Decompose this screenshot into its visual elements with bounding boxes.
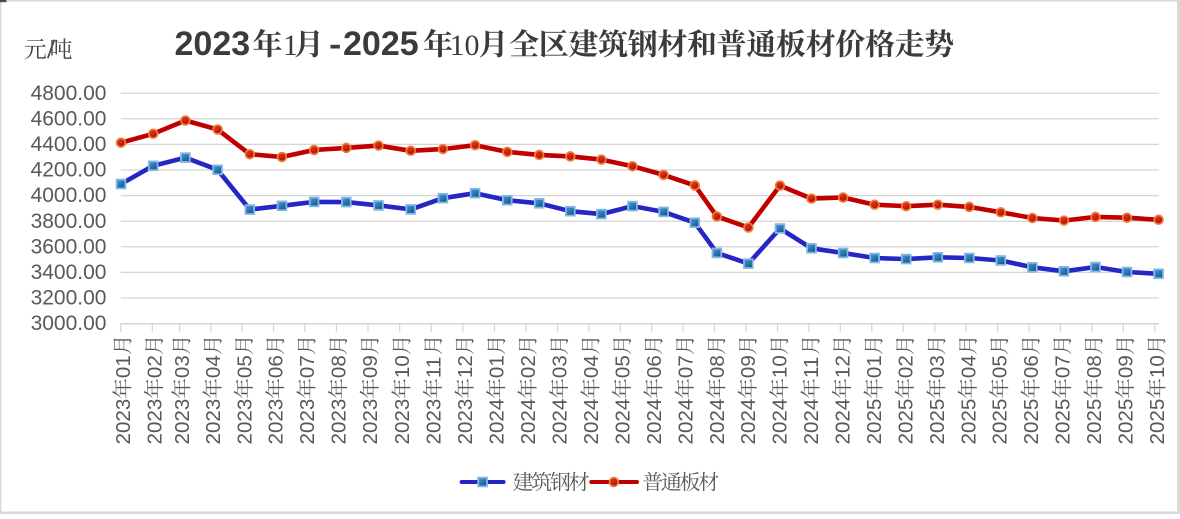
svg-text:07: 07 bbox=[674, 355, 697, 378]
svg-text:1: 1 bbox=[283, 29, 298, 62]
svg-text:2023: 2023 bbox=[112, 399, 135, 445]
svg-text:01: 01 bbox=[863, 355, 886, 378]
svg-text:2025: 2025 bbox=[1115, 399, 1138, 445]
svg-text:2024: 2024 bbox=[832, 399, 855, 445]
svg-text:07: 07 bbox=[1052, 355, 1075, 378]
svg-text:2024: 2024 bbox=[612, 399, 635, 445]
svg-text:2023: 2023 bbox=[265, 399, 288, 445]
svg-text:09: 09 bbox=[737, 355, 760, 378]
svg-text:3200.00: 3200.00 bbox=[31, 287, 107, 310]
svg-text:04: 04 bbox=[580, 355, 603, 378]
svg-text:4600.00: 4600.00 bbox=[31, 107, 107, 130]
svg-text:2025: 2025 bbox=[1020, 399, 1043, 445]
svg-text:04: 04 bbox=[957, 355, 980, 378]
svg-text:4800.00: 4800.00 bbox=[31, 82, 107, 105]
svg-text:4400.00: 4400.00 bbox=[31, 133, 107, 156]
svg-text:08: 08 bbox=[328, 355, 351, 378]
svg-text:11: 11 bbox=[800, 357, 823, 378]
svg-text:2024: 2024 bbox=[769, 399, 792, 445]
svg-text:09: 09 bbox=[359, 355, 382, 378]
svg-text:2023: 2023 bbox=[171, 399, 194, 445]
svg-text:2023: 2023 bbox=[423, 399, 446, 445]
svg-text:09: 09 bbox=[1115, 355, 1138, 378]
svg-text:2025: 2025 bbox=[863, 399, 886, 445]
svg-text:06: 06 bbox=[265, 355, 288, 378]
svg-text:03: 03 bbox=[549, 355, 572, 378]
svg-text:2024: 2024 bbox=[517, 399, 540, 445]
svg-text:2024: 2024 bbox=[643, 399, 666, 445]
svg-text:05: 05 bbox=[612, 355, 635, 378]
svg-text:10: 10 bbox=[450, 29, 480, 62]
svg-text:2024: 2024 bbox=[580, 399, 603, 445]
svg-text:08: 08 bbox=[706, 355, 729, 378]
svg-text:01: 01 bbox=[486, 355, 509, 378]
svg-text:10: 10 bbox=[769, 355, 792, 378]
svg-text:10: 10 bbox=[1146, 355, 1169, 378]
svg-text:2024: 2024 bbox=[486, 399, 509, 445]
svg-text:12: 12 bbox=[454, 355, 477, 378]
svg-text:2024: 2024 bbox=[706, 399, 729, 445]
svg-text:02: 02 bbox=[517, 355, 540, 378]
svg-text:12: 12 bbox=[832, 355, 855, 378]
svg-text:3600.00: 3600.00 bbox=[31, 235, 107, 258]
svg-text:10: 10 bbox=[391, 355, 414, 378]
svg-text:04: 04 bbox=[202, 355, 225, 378]
svg-text:4000.00: 4000.00 bbox=[31, 184, 107, 207]
svg-text:2025: 2025 bbox=[1083, 399, 1106, 445]
svg-text:2025: 2025 bbox=[926, 399, 949, 445]
svg-text:2023: 2023 bbox=[175, 25, 251, 63]
svg-text:2023: 2023 bbox=[202, 399, 225, 445]
svg-text:3000.00: 3000.00 bbox=[31, 312, 107, 335]
svg-text:06: 06 bbox=[643, 355, 666, 378]
svg-text:07: 07 bbox=[296, 355, 319, 378]
svg-text:06: 06 bbox=[1020, 355, 1043, 378]
svg-text:4200.00: 4200.00 bbox=[31, 159, 107, 182]
svg-text:2025: 2025 bbox=[343, 25, 419, 63]
svg-text:2024: 2024 bbox=[674, 399, 697, 445]
svg-text:05: 05 bbox=[989, 355, 1012, 378]
svg-text:11: 11 bbox=[423, 357, 446, 378]
svg-text:01: 01 bbox=[112, 355, 135, 378]
svg-text:2025: 2025 bbox=[894, 399, 917, 445]
svg-text:08: 08 bbox=[1083, 355, 1106, 378]
svg-text:03: 03 bbox=[171, 355, 194, 378]
svg-text:03: 03 bbox=[926, 355, 949, 378]
svg-text:2023: 2023 bbox=[328, 399, 351, 445]
svg-text:2024: 2024 bbox=[737, 399, 760, 445]
svg-text:2023: 2023 bbox=[233, 399, 256, 445]
svg-text:02: 02 bbox=[144, 355, 167, 378]
svg-text:2025: 2025 bbox=[989, 399, 1012, 445]
svg-text:2023: 2023 bbox=[454, 399, 477, 445]
svg-text:2025: 2025 bbox=[1052, 399, 1075, 445]
svg-text:2023: 2023 bbox=[391, 399, 414, 445]
svg-text:3800.00: 3800.00 bbox=[31, 210, 107, 233]
svg-text:2025: 2025 bbox=[957, 399, 980, 445]
svg-text:2023: 2023 bbox=[296, 399, 319, 445]
svg-text:2023: 2023 bbox=[144, 399, 167, 445]
svg-text:2023: 2023 bbox=[359, 399, 382, 445]
svg-text:05: 05 bbox=[233, 355, 256, 378]
svg-text:02: 02 bbox=[894, 355, 917, 378]
svg-text:2025: 2025 bbox=[1146, 399, 1169, 445]
svg-text:2024: 2024 bbox=[549, 399, 572, 445]
svg-text:2024: 2024 bbox=[800, 399, 823, 445]
svg-text:3400.00: 3400.00 bbox=[31, 261, 107, 284]
